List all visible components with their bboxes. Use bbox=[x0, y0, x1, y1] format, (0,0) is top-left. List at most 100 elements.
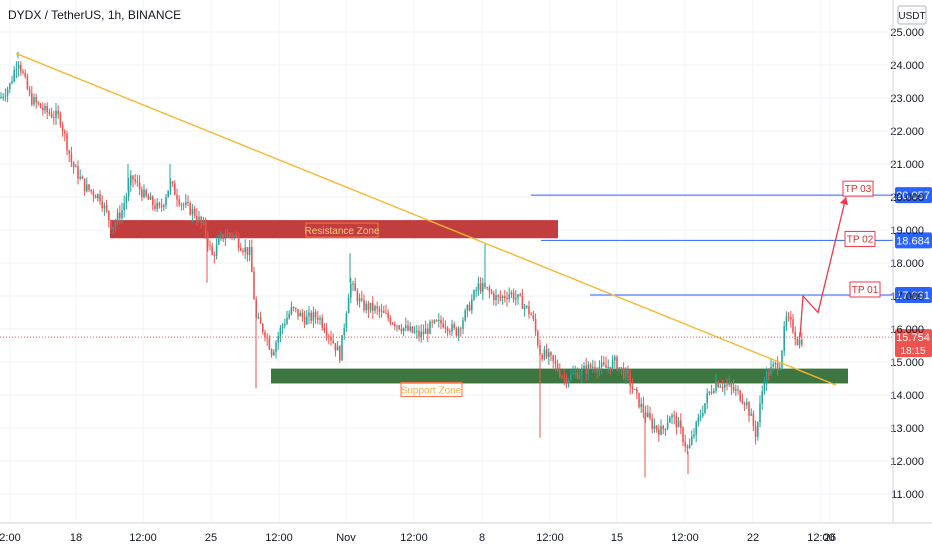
candle-body bbox=[24, 72, 26, 77]
candle-body bbox=[798, 339, 801, 346]
candle-body bbox=[783, 326, 785, 351]
candle-body bbox=[4, 95, 7, 97]
candle-body bbox=[321, 318, 323, 328]
candle-body bbox=[288, 313, 290, 318]
candle-body bbox=[343, 328, 345, 336]
candle-body bbox=[154, 205, 156, 209]
candle-body bbox=[57, 110, 59, 115]
candle-body bbox=[365, 303, 367, 311]
candle-body bbox=[284, 323, 286, 326]
candle-body bbox=[660, 425, 662, 435]
candle-body bbox=[488, 287, 491, 292]
candle-body bbox=[297, 309, 299, 317]
candle-body bbox=[721, 386, 724, 388]
resistance-zone-label: Resistance Zone bbox=[304, 226, 379, 237]
candle-body bbox=[244, 247, 246, 253]
candle-body bbox=[39, 103, 42, 108]
x-tick-label: 12:00 bbox=[671, 532, 699, 544]
candle-body bbox=[112, 226, 114, 230]
candle-body bbox=[541, 354, 543, 360]
candle-body bbox=[627, 370, 629, 374]
candle-body bbox=[6, 88, 9, 96]
candle-body bbox=[603, 362, 605, 365]
candle-body bbox=[200, 216, 202, 223]
candle-body bbox=[706, 393, 708, 404]
candle-body bbox=[431, 321, 433, 323]
candle-body bbox=[600, 362, 603, 368]
candle-body bbox=[70, 153, 73, 163]
candle-body bbox=[17, 64, 20, 69]
tp-price-badge bbox=[895, 232, 932, 249]
candle-body bbox=[790, 317, 792, 320]
candle-body bbox=[433, 320, 436, 323]
candle-body bbox=[22, 71, 24, 73]
candle-body bbox=[266, 337, 268, 339]
candle-body bbox=[53, 117, 55, 119]
candle-body bbox=[105, 205, 108, 211]
candle-body bbox=[792, 319, 794, 333]
candle-body bbox=[33, 97, 35, 105]
candle-body bbox=[644, 412, 647, 417]
candle-body bbox=[717, 381, 719, 388]
candle-body bbox=[240, 247, 242, 251]
candle-body bbox=[330, 336, 332, 341]
candle-body bbox=[325, 331, 328, 336]
candle-body bbox=[376, 306, 378, 309]
candle-body bbox=[264, 332, 266, 338]
candle-body bbox=[281, 325, 284, 328]
y-tick-label: 21.000 bbox=[890, 159, 924, 171]
candle-body bbox=[328, 335, 330, 337]
candle-body bbox=[185, 202, 187, 205]
candle-body bbox=[508, 294, 510, 299]
candle-body bbox=[589, 364, 592, 368]
candle-body bbox=[631, 386, 634, 390]
candle-body bbox=[336, 346, 339, 351]
candle-body bbox=[97, 194, 99, 199]
currency-badge bbox=[897, 5, 927, 25]
trendline bbox=[15, 52, 837, 386]
candle-body bbox=[345, 313, 348, 329]
candle-body bbox=[372, 302, 374, 311]
candle-body bbox=[693, 434, 695, 437]
candle-body bbox=[354, 283, 356, 291]
candle-body bbox=[759, 403, 761, 423]
candle-body bbox=[229, 233, 231, 235]
y-tick-label: 19.000 bbox=[890, 225, 924, 237]
candle-body bbox=[400, 328, 403, 332]
candle-body bbox=[537, 331, 539, 346]
tp-label-box bbox=[844, 230, 876, 247]
candle-body bbox=[391, 323, 394, 325]
candle-body bbox=[438, 319, 440, 321]
candle-body bbox=[776, 362, 779, 370]
candle-body bbox=[246, 247, 249, 255]
candle-body bbox=[464, 310, 466, 321]
candle-body bbox=[158, 203, 161, 206]
candle-body bbox=[273, 351, 275, 356]
candle-body bbox=[416, 330, 418, 332]
grid bbox=[0, 0, 893, 523]
candle-body bbox=[477, 283, 480, 291]
candle-body bbox=[517, 294, 519, 298]
candle-body bbox=[607, 366, 609, 368]
candle-body bbox=[182, 204, 185, 206]
projection-arrowhead bbox=[840, 197, 848, 205]
tp-price-label: 18.684 bbox=[896, 235, 930, 247]
candle-body bbox=[636, 388, 638, 393]
candle-body bbox=[719, 386, 722, 388]
candle-body bbox=[570, 374, 572, 380]
candle-body bbox=[559, 370, 561, 377]
candle-body bbox=[530, 314, 532, 316]
x-tick-label: 18 bbox=[70, 532, 82, 544]
candle-body bbox=[578, 374, 581, 379]
candle-body bbox=[713, 390, 715, 393]
tp-price-badge bbox=[895, 286, 932, 303]
candle-body bbox=[407, 325, 409, 331]
candle-body bbox=[506, 297, 508, 299]
candle-body bbox=[279, 327, 282, 337]
candle-body bbox=[787, 316, 790, 318]
candle-body bbox=[532, 314, 535, 320]
candle-body bbox=[611, 360, 614, 370]
candle-body bbox=[561, 376, 563, 378]
